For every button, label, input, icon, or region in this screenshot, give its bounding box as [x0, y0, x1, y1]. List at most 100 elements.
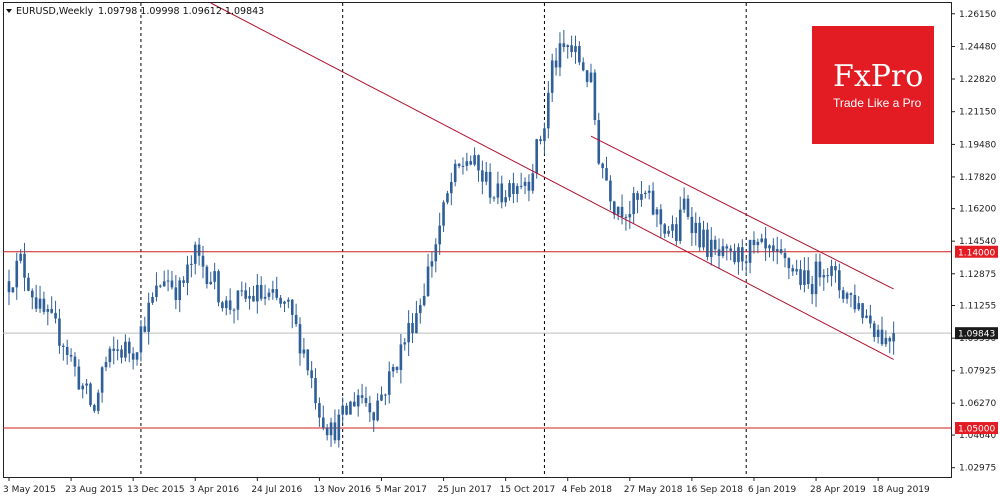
candle-body [562, 43, 566, 48]
candle-body [368, 403, 372, 413]
candle-body [15, 260, 19, 288]
candle-body [496, 183, 500, 198]
candle-body [651, 190, 655, 215]
price-tick-label: 1.02975 [959, 464, 996, 474]
candle-body [706, 229, 709, 257]
horizontal-levels [3, 251, 951, 429]
candle-body [640, 194, 643, 200]
time-tick-label: 4 Feb 2018 [562, 485, 613, 495]
logo-tagline: Trade Like a Pro [833, 96, 922, 110]
candle-body [737, 247, 740, 263]
candle-body [263, 296, 267, 299]
candle-body [205, 266, 209, 284]
price-tick-label: 1.07925 [959, 367, 996, 377]
candle-body [182, 280, 185, 283]
candle-body [248, 295, 251, 299]
candle-body [834, 266, 837, 271]
candle-body [430, 261, 434, 267]
candle-body [151, 296, 154, 303]
ohlc-values: 1.09798 1.09998 1.09612 1.09843 [98, 6, 264, 17]
candle-body [159, 285, 162, 287]
candlesticks [7, 29, 895, 448]
candle-body [232, 309, 236, 311]
candle-body [527, 181, 531, 191]
candle-body [647, 190, 651, 193]
candle-body [477, 155, 480, 171]
time-tick-label: 5 Mar 2017 [375, 485, 426, 495]
year-separators [140, 3, 747, 477]
candle-body [34, 297, 38, 309]
candle-body [27, 277, 30, 291]
candle-body [822, 275, 826, 278]
dropdown-triangle-icon[interactable] [6, 9, 12, 13]
candle-body [65, 346, 69, 355]
price-tick-label: 1.12875 [959, 270, 996, 280]
candle-body [267, 292, 271, 297]
price-tick-label: 1.04640 [959, 431, 996, 441]
candle-body [892, 333, 895, 342]
candle-body [384, 394, 387, 396]
candle-body [574, 46, 577, 53]
candle-body [23, 253, 26, 278]
candle-body [228, 300, 232, 310]
candle-body [73, 356, 77, 367]
candle-body [240, 290, 244, 292]
candle-body [605, 168, 608, 181]
candle-body [550, 60, 554, 93]
candle-body [597, 120, 601, 164]
price-tick-label: 1.24480 [959, 42, 996, 52]
candle-body [438, 225, 441, 245]
candle-body [197, 244, 201, 256]
candle-body [283, 301, 286, 304]
candle-body [131, 353, 135, 360]
logo-background [812, 26, 934, 144]
candle-body [709, 239, 713, 257]
time-axis: 3 May 2015 23 Aug 2015 13 Dec 2015 3 Apr 20… [3, 477, 930, 495]
candle-body [127, 341, 131, 354]
candle-body [244, 290, 247, 299]
candle-body [108, 348, 112, 363]
candle-body [461, 165, 465, 167]
candle-body [391, 366, 395, 372]
candle-body [380, 394, 383, 401]
candle-body [453, 163, 457, 182]
time-tick-label: 13 Nov 2016 [313, 485, 371, 495]
candle-body [290, 299, 294, 315]
price-tick-label: 1.14540 [959, 237, 996, 247]
price-tags: 1.14000 1.05000 1.09843 [955, 245, 998, 435]
candle-body [30, 290, 34, 298]
candle-body [302, 349, 306, 354]
candle-body [818, 261, 822, 278]
candle-body [535, 139, 538, 174]
candle-body [884, 338, 888, 345]
candle-body [100, 367, 104, 393]
candle-body [256, 284, 259, 302]
candle-body [321, 417, 325, 428]
level-price-tag: 1.14000 [958, 248, 995, 258]
price-tick-label: 1.16200 [959, 205, 996, 215]
candle-body [721, 246, 725, 256]
candle-body [644, 192, 647, 195]
trendlines [210, 2, 894, 360]
candle-body [287, 299, 290, 302]
candle-body [779, 249, 783, 253]
candle-body [539, 139, 542, 142]
candle-body [671, 224, 674, 231]
candle-body [325, 427, 329, 436]
candle-body [155, 285, 158, 297]
candle-body [81, 385, 85, 390]
candle-body [314, 377, 317, 404]
time-tick-label: 15 Oct 2017 [500, 485, 556, 495]
candle-body [135, 352, 139, 360]
candle-body [403, 342, 407, 345]
candle-body [450, 181, 453, 194]
candle-body [465, 161, 469, 166]
current-price-tag-bg [955, 327, 998, 340]
candle-body [166, 280, 170, 282]
candle-body [772, 245, 775, 252]
candle-body [717, 249, 721, 256]
candle-body [399, 344, 403, 370]
time-tick-label: 3 Apr 2016 [189, 485, 239, 495]
candle-body [628, 214, 632, 218]
time-tick-label: 27 May 2018 [624, 485, 683, 495]
